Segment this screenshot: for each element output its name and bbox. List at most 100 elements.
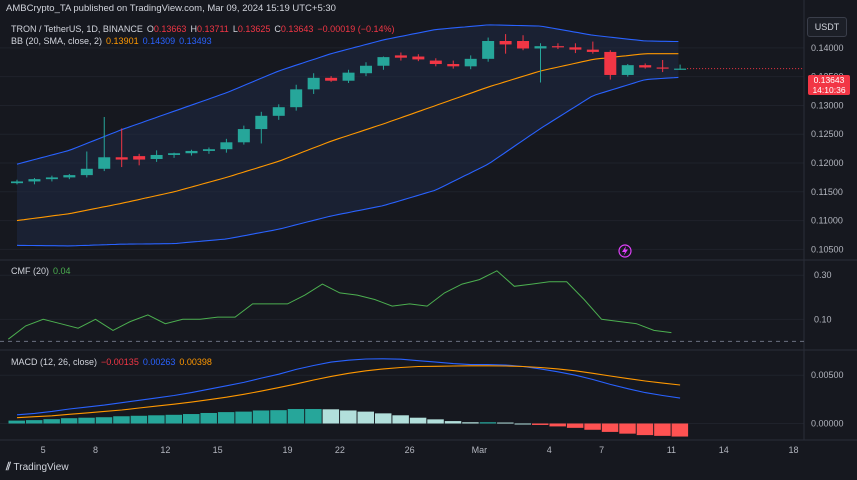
currency-button[interactable]: USDT <box>807 17 847 37</box>
candle-body[interactable] <box>586 49 599 52</box>
candle[interactable] <box>656 59 669 73</box>
candle[interactable] <box>639 63 652 69</box>
candle[interactable] <box>11 179 23 185</box>
cmf-legend: CMF (20) 0.04 <box>11 266 75 276</box>
candle-body[interactable] <box>11 181 23 184</box>
candle-body[interactable] <box>412 56 425 60</box>
candle[interactable] <box>674 64 687 70</box>
candle-body[interactable] <box>621 65 634 75</box>
candle[interactable] <box>412 54 425 62</box>
candle[interactable] <box>586 41 599 54</box>
candle-body[interactable] <box>604 51 617 75</box>
candle[interactable] <box>45 175 58 182</box>
candle-body[interactable] <box>499 40 512 45</box>
candle[interactable] <box>63 173 76 180</box>
candle-body[interactable] <box>639 65 652 68</box>
candle-body[interactable] <box>307 77 320 90</box>
candle-body[interactable] <box>98 157 111 169</box>
candle-body[interactable] <box>255 115 268 130</box>
candle-body[interactable] <box>534 46 547 49</box>
candle-body[interactable] <box>377 57 390 66</box>
candle-body[interactable] <box>429 60 442 65</box>
candle-body[interactable] <box>569 47 582 50</box>
candle[interactable] <box>517 35 530 51</box>
candle-body[interactable] <box>290 89 303 108</box>
bb-upper-line <box>16 24 679 165</box>
candle[interactable] <box>604 50 617 80</box>
cmf-name[interactable]: CMF (20) <box>11 266 49 276</box>
candle[interactable] <box>360 62 372 77</box>
candle-body[interactable] <box>447 64 460 67</box>
candle-body[interactable] <box>45 177 58 180</box>
tradingview-logo[interactable]: ⫽ TradingView <box>6 461 69 474</box>
candle[interactable] <box>255 111 268 144</box>
candle[interactable] <box>534 43 547 83</box>
candle[interactable] <box>28 177 41 185</box>
candle[interactable] <box>499 34 512 54</box>
candle[interactable] <box>237 125 250 145</box>
candle-body[interactable] <box>202 149 215 151</box>
candle[interactable] <box>168 152 181 158</box>
candle[interactable] <box>342 69 355 84</box>
candle[interactable] <box>150 150 163 162</box>
price-axis[interactable]: 0.140000.135000.130000.125000.120000.115… <box>811 43 844 429</box>
candle[interactable] <box>394 52 407 61</box>
time-tick-label: 26 <box>405 445 415 455</box>
candle[interactable] <box>220 138 233 153</box>
candle[interactable] <box>185 149 198 156</box>
candle-body[interactable] <box>342 72 355 81</box>
candlesticks[interactable] <box>11 34 804 185</box>
candle-body[interactable] <box>272 107 285 116</box>
candle[interactable] <box>202 147 215 154</box>
candle-body[interactable] <box>115 157 128 160</box>
symbol-name[interactable]: TRON / TetherUS, 1D, BINANCE <box>11 24 143 34</box>
bb-middle-line <box>16 53 679 222</box>
candle-body[interactable] <box>133 156 146 160</box>
candle[interactable] <box>115 128 128 168</box>
candle-body[interactable] <box>464 58 477 67</box>
candle-body[interactable] <box>237 129 250 143</box>
candle-body[interactable] <box>168 153 181 155</box>
candle[interactable] <box>325 76 338 82</box>
candle-body[interactable] <box>482 40 495 59</box>
bb-lower-value: 0.13493 <box>179 36 212 46</box>
time-axis[interactable]: 5 8 12 15 19 22 26 Mar 4 7 11 14 18 <box>41 445 799 455</box>
candle-body[interactable] <box>28 179 41 182</box>
candle-body[interactable] <box>325 77 338 81</box>
candle-body[interactable] <box>150 154 163 159</box>
candle-body[interactable] <box>360 65 372 74</box>
symbol-legend: TRON / TetherUS, 1D, BINANCE O0.13663 H0.1… <box>11 24 398 34</box>
candle-body[interactable] <box>674 68 687 70</box>
candle-body[interactable] <box>656 67 669 69</box>
candle[interactable] <box>290 84 303 111</box>
candle-body[interactable] <box>80 168 93 176</box>
candle[interactable] <box>569 43 582 54</box>
bb-lower-line <box>16 76 679 247</box>
bb-name[interactable]: BB (20, SMA, close, 2) <box>11 36 103 46</box>
macd-histogram-bar <box>619 423 636 434</box>
candle[interactable] <box>80 151 93 178</box>
candle-body[interactable] <box>551 46 564 48</box>
candle[interactable] <box>464 55 477 70</box>
candle[interactable] <box>551 43 564 50</box>
candle[interactable] <box>133 153 146 166</box>
candle-body[interactable] <box>394 55 407 58</box>
candle[interactable] <box>377 56 390 70</box>
lightning-icon[interactable] <box>618 244 632 258</box>
macd-name[interactable]: MACD (12, 26, close) <box>11 357 98 367</box>
candle[interactable] <box>447 60 460 69</box>
macd-line-value: 0.00263 <box>142 357 176 367</box>
price-tick-label: 0.12000 <box>811 158 844 168</box>
candle[interactable] <box>429 58 442 67</box>
candle-body[interactable] <box>185 150 198 154</box>
candle[interactable] <box>621 64 634 77</box>
candle[interactable] <box>482 37 495 62</box>
candle[interactable] <box>272 104 285 120</box>
candle-body[interactable] <box>63 175 76 178</box>
candle[interactable] <box>98 116 111 172</box>
candle[interactable] <box>307 73 320 94</box>
candle-body[interactable] <box>220 142 233 150</box>
change-value: −0.00019 (−0.14%) <box>317 24 395 34</box>
candle-body[interactable] <box>517 40 530 49</box>
